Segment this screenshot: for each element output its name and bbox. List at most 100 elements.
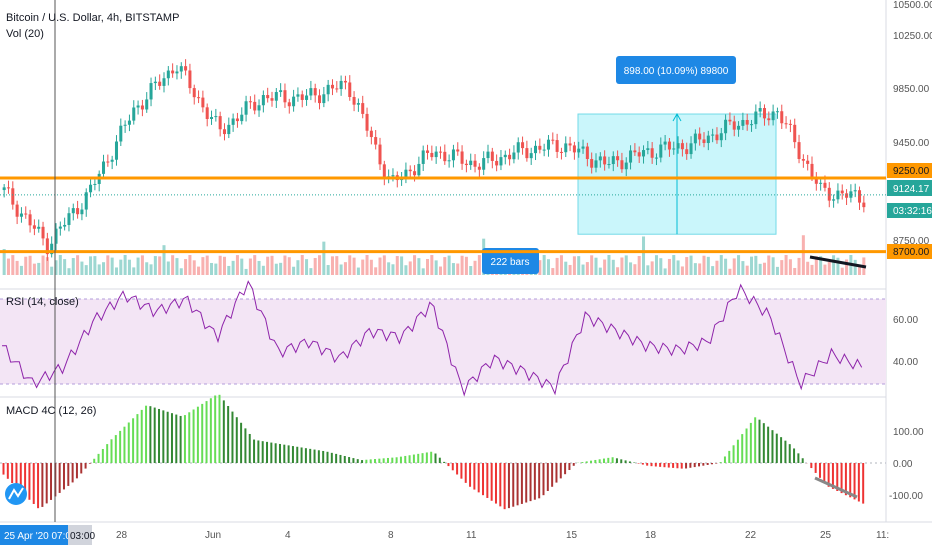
volume-bar: [689, 255, 693, 275]
candle-body: [266, 95, 270, 99]
candle-body: [853, 190, 857, 192]
volume-bar: [443, 257, 447, 275]
time-label: 22: [745, 530, 757, 541]
candle-body: [555, 140, 559, 152]
volume-bar: [218, 255, 222, 275]
volume-bar: [719, 255, 723, 275]
volume-bar: [750, 256, 754, 275]
candle-body: [378, 144, 382, 165]
candle-body: [140, 105, 144, 110]
candle-body: [127, 120, 131, 125]
candle-body: [797, 142, 801, 159]
candle-body: [534, 145, 538, 154]
volume-bar: [114, 267, 118, 275]
measure-tool[interactable]: 898.00 (10.09%) 89800 222 bars: [482, 56, 777, 274]
chart-title: Bitcoin / U.S. Dollar, 4h, BITSTAMP: [6, 12, 179, 24]
level-tag-9250: [887, 163, 932, 178]
candle-body: [456, 149, 460, 152]
trend-line-volume[interactable]: [809, 255, 867, 269]
candle-body: [737, 125, 741, 130]
candle-body: [374, 137, 378, 145]
candle-body: [335, 88, 339, 90]
volume-bar: [184, 259, 188, 275]
candle-body: [806, 160, 810, 164]
candle-body: [490, 151, 494, 161]
volume-bar: [568, 264, 572, 275]
candle-body: [611, 156, 615, 165]
candle-body: [179, 66, 183, 72]
volume-bar: [555, 257, 559, 275]
volume-bar: [313, 257, 317, 275]
candle-body: [667, 141, 671, 150]
volume-bar: [11, 255, 15, 275]
candle-body: [222, 129, 226, 135]
volume-bar: [672, 255, 676, 275]
crosshair-time-text: 25 Apr '20 07:00: [4, 531, 77, 542]
candle-body: [840, 190, 844, 194]
candle-body: [581, 146, 585, 149]
volume-bar: [292, 266, 296, 275]
trend-line-macd[interactable]: [814, 476, 858, 499]
candle-body: [50, 243, 54, 255]
volume-bar: [322, 241, 326, 275]
time-axis: 28 Jun 4 8 11 15 18 22 25 11:: [116, 530, 889, 541]
volume-bar: [201, 257, 205, 275]
candle-body: [305, 95, 309, 100]
volume-bar: [136, 257, 140, 275]
candle-body: [620, 160, 624, 170]
volume-bar: [330, 256, 334, 275]
candle-body: [659, 144, 663, 158]
volume-bar: [32, 263, 36, 275]
horizontal-levels[interactable]: [0, 176, 886, 254]
candle-body: [728, 119, 732, 122]
volume-bar: [559, 255, 563, 275]
candle-body: [24, 213, 28, 215]
volume-bar: [119, 259, 123, 275]
volume-bar: [706, 256, 710, 275]
volume-bar: [400, 256, 404, 275]
candle-body: [663, 141, 667, 145]
candle-body: [572, 145, 576, 153]
level-tag-8700-text: 8700.00: [893, 247, 930, 258]
candle-body: [339, 80, 343, 90]
volume-bar: [551, 268, 555, 275]
volume-bar: [76, 255, 80, 275]
volume-bar: [261, 265, 265, 275]
candle-body: [408, 169, 412, 172]
candle-body: [758, 108, 762, 112]
candle-body: [482, 158, 486, 170]
candle-body: [15, 204, 19, 217]
volume-bar: [801, 235, 805, 275]
candle-body: [814, 177, 818, 184]
volume-bar: [447, 255, 451, 275]
volume-bar: [166, 261, 170, 275]
candle-body: [689, 143, 693, 155]
candle-body: [741, 119, 745, 126]
candle-body: [184, 66, 188, 71]
volume-bar: [724, 258, 728, 275]
volume-bar: [89, 256, 93, 275]
candle-body: [434, 151, 438, 158]
macd-tick: -100.00: [889, 491, 923, 502]
tradingview-logo-icon[interactable]: [5, 483, 27, 505]
volume-bar: [84, 265, 88, 275]
time-label: 28: [116, 530, 128, 541]
volume-bar: [659, 258, 663, 275]
candle-body: [326, 84, 330, 95]
volume-bar: [711, 266, 715, 275]
candle-body: [508, 154, 512, 160]
volume-bar: [175, 258, 179, 275]
candle-body: [426, 150, 430, 153]
candle-body: [32, 225, 36, 229]
volume-bar: [477, 255, 481, 275]
candle-body: [477, 166, 481, 170]
candle-body: [788, 123, 792, 125]
volume-bar: [542, 255, 546, 275]
candle-body: [292, 96, 296, 107]
candle-body: [240, 114, 244, 122]
candle-body: [538, 145, 542, 150]
candle-body: [201, 97, 205, 108]
candle-body: [28, 214, 32, 226]
volume-bar: [814, 256, 818, 275]
